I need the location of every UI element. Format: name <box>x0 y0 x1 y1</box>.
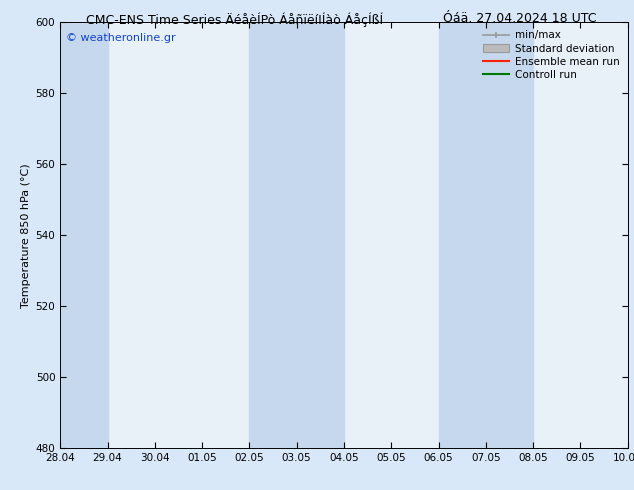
Bar <box>249 22 344 448</box>
Bar <box>60 22 108 448</box>
Text: © weatheronline.gr: © weatheronline.gr <box>66 33 176 43</box>
Bar <box>439 22 533 448</box>
Text: Óáä. 27.04.2024 18 UTC: Óáä. 27.04.2024 18 UTC <box>443 12 597 25</box>
Legend: min/max, Standard deviation, Ensemble mean run, Controll run: min/max, Standard deviation, Ensemble me… <box>480 27 623 83</box>
Text: CMC-ENS Time Series ÄéåèÍPò ÁåñïëíIÍàò ÁåçÍßÍ: CMC-ENS Time Series ÄéåèÍPò ÁåñïëíIÍàò Á… <box>86 12 383 27</box>
Y-axis label: Temperature 850 hPa (°C): Temperature 850 hPa (°C) <box>22 163 32 308</box>
Bar <box>628 22 634 448</box>
